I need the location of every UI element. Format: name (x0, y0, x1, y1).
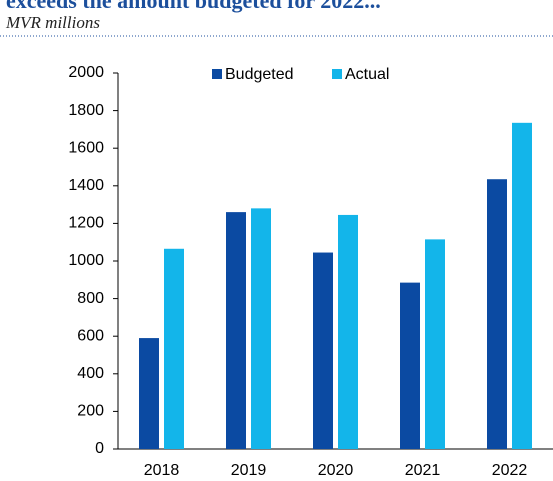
y-tick-label: 600 (77, 327, 104, 344)
legend-label: Budgeted (225, 66, 294, 83)
bar (338, 214, 358, 449)
bar (400, 282, 420, 449)
y-tick-label: 0 (95, 440, 104, 457)
bar (226, 212, 246, 449)
bar (164, 248, 184, 449)
chart-title: exceeds the amount budgeted for 2022... (6, 0, 381, 13)
legend-swatch (332, 69, 342, 79)
bar (487, 179, 507, 449)
x-tick-label: 2019 (231, 462, 267, 479)
x-tick-label: 2018 (144, 462, 180, 479)
bar (313, 252, 333, 449)
y-tick-label: 200 (77, 403, 104, 420)
chart-subtitle: MVR millions (5, 13, 100, 32)
x-tick-label: 2022 (492, 462, 528, 479)
x-tick-label: 2021 (405, 462, 441, 479)
x-tick-label: 2020 (318, 462, 354, 479)
y-tick-label: 800 (77, 290, 104, 307)
legend-swatch (212, 69, 222, 79)
bar (251, 208, 271, 449)
y-tick-label: 1600 (68, 139, 104, 156)
bar (512, 122, 532, 449)
y-tick-label: 1000 (68, 252, 104, 269)
bar (425, 239, 445, 449)
y-tick-label: 2000 (68, 64, 104, 81)
bar (139, 338, 159, 449)
legend-label: Actual (345, 66, 389, 83)
y-tick-label: 400 (77, 365, 104, 382)
y-tick-label: 1400 (68, 177, 104, 194)
y-tick-label: 1800 (68, 102, 104, 119)
y-tick-label: 1200 (68, 215, 104, 232)
